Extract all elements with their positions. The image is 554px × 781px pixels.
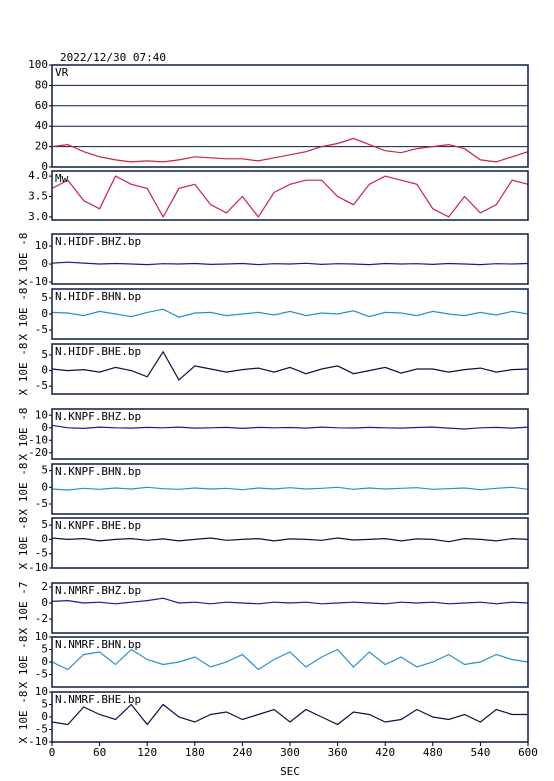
y-tick-label: 0 xyxy=(41,480,48,493)
y-axis-label: X 10E -8 xyxy=(17,636,30,689)
panel-label: N.HIDF.BHN.bp xyxy=(55,290,141,303)
y-tick-label: -5 xyxy=(35,379,48,392)
y-axis-label: X 10E -8 xyxy=(17,408,30,461)
x-tick-label: 0 xyxy=(49,746,56,759)
x-tick-label: 600 xyxy=(518,746,538,759)
x-axis-label: SEC xyxy=(280,765,300,778)
y-tick-label: 3.5 xyxy=(28,190,48,203)
y-tick-label: 0 xyxy=(41,596,48,609)
y-tick-label: 10 xyxy=(35,685,48,698)
y-tick-label: 100 xyxy=(28,58,48,71)
y-tick-label: 40 xyxy=(35,119,48,132)
panel-label: N.HIDF.BHZ.bp xyxy=(55,235,141,248)
y-axis-label: X 10E -8 xyxy=(17,233,30,286)
y-tick-label: 5 xyxy=(41,464,48,477)
y-tick-label: 5 xyxy=(41,518,48,531)
y-tick-label: 4.0 xyxy=(28,169,48,182)
trace-line xyxy=(51,537,529,543)
y-tick-label: -2 xyxy=(35,612,48,625)
y-tick-label: 10 xyxy=(35,630,48,643)
trace-line xyxy=(51,350,529,381)
x-tick-label: 180 xyxy=(185,746,205,759)
y-tick-label: -5 xyxy=(35,323,48,336)
y-axis-label: X 10E -8 xyxy=(17,517,30,570)
x-tick-label: 240 xyxy=(232,746,252,759)
y-axis-label: X 10E -8 xyxy=(17,343,30,396)
panel-frame xyxy=(51,463,529,515)
panel-label: N.KNPF.BHE.bp xyxy=(55,519,141,532)
trace-line xyxy=(51,137,529,163)
y-axis-label: X 10E -8 xyxy=(17,691,30,744)
x-tick-label: 60 xyxy=(93,746,106,759)
panel-label: VR xyxy=(55,66,69,79)
y-tick-label: -10 xyxy=(28,735,48,748)
panel-frame xyxy=(51,343,529,395)
y-tick-label: -5 xyxy=(35,497,48,510)
y-tick-label: -5 xyxy=(35,668,48,681)
panel-label: N.KNPF.BHN.bp xyxy=(55,465,141,478)
x-tick-label: 420 xyxy=(375,746,395,759)
trace-line xyxy=(51,424,529,430)
x-tick-label: 300 xyxy=(280,746,300,759)
y-tick-label: -10 xyxy=(28,275,48,288)
y-tick-label: 2 xyxy=(41,580,48,593)
y-tick-label: 3.0 xyxy=(28,210,48,223)
y-tick-label: 0 xyxy=(41,655,48,668)
x-tick-label: 360 xyxy=(328,746,348,759)
y-tick-label: 5 xyxy=(41,291,48,304)
panel-frame xyxy=(51,582,529,634)
y-tick-label: 20 xyxy=(35,140,48,153)
y-tick-label: 0 xyxy=(41,160,48,173)
trace-line xyxy=(51,308,529,318)
y-tick-label: 0 xyxy=(41,421,48,434)
y-tick-label: -5 xyxy=(35,547,48,560)
panel-frame xyxy=(51,288,529,340)
y-axis-label: X 10E -8 xyxy=(17,463,30,516)
panel-frame xyxy=(51,64,529,168)
x-tick-label: 540 xyxy=(470,746,490,759)
y-tick-label: 5 xyxy=(41,348,48,361)
y-tick-label: -5 xyxy=(35,723,48,736)
y-tick-label: 0 xyxy=(41,364,48,377)
panel-frame xyxy=(51,233,529,285)
panel-label: N.NMRF.BHE.bp xyxy=(55,693,141,706)
y-tick-label: 10 xyxy=(35,239,48,252)
y-tick-label: -10 xyxy=(28,561,48,574)
y-tick-label: 5 xyxy=(41,643,48,656)
trace-line xyxy=(51,261,529,266)
y-axis-label: X 10E -7 xyxy=(17,582,30,635)
y-tick-label: 5 xyxy=(41,698,48,711)
panel-label: Mw xyxy=(55,172,69,185)
panel-frame xyxy=(51,170,529,221)
y-tick-label: 10 xyxy=(35,408,48,421)
x-tick-label: 120 xyxy=(137,746,157,759)
trace-line xyxy=(51,175,529,219)
y-tick-label: -20 xyxy=(28,446,48,459)
panel-label: N.KNPF.BHZ.bp xyxy=(55,410,141,423)
trace-line xyxy=(51,597,529,605)
y-tick-label: 0 xyxy=(41,532,48,545)
trace-line xyxy=(51,486,529,491)
panel-label: N.NMRF.BHN.bp xyxy=(55,638,141,651)
y-tick-label: 0 xyxy=(41,307,48,320)
panel-frame xyxy=(51,408,529,460)
panel-frame xyxy=(51,636,529,688)
y-tick-label: -10 xyxy=(28,433,48,446)
panel-label: N.HIDF.BHE.bp xyxy=(55,345,141,358)
x-tick-label: 480 xyxy=(423,746,443,759)
trace-line xyxy=(51,703,528,726)
panel-label: N.NMRF.BHZ.bp xyxy=(55,584,141,597)
panel-frame xyxy=(51,517,529,569)
y-tick-label: 60 xyxy=(35,99,48,112)
y-tick-label: 0 xyxy=(41,710,48,723)
y-axis-label: X 10E -8 xyxy=(17,288,30,341)
trace-line xyxy=(51,648,529,671)
date-title: 2022/12/30 07:40 xyxy=(60,51,166,64)
y-tick-label: 0 xyxy=(41,257,48,270)
y-tick-label: 80 xyxy=(35,78,48,91)
